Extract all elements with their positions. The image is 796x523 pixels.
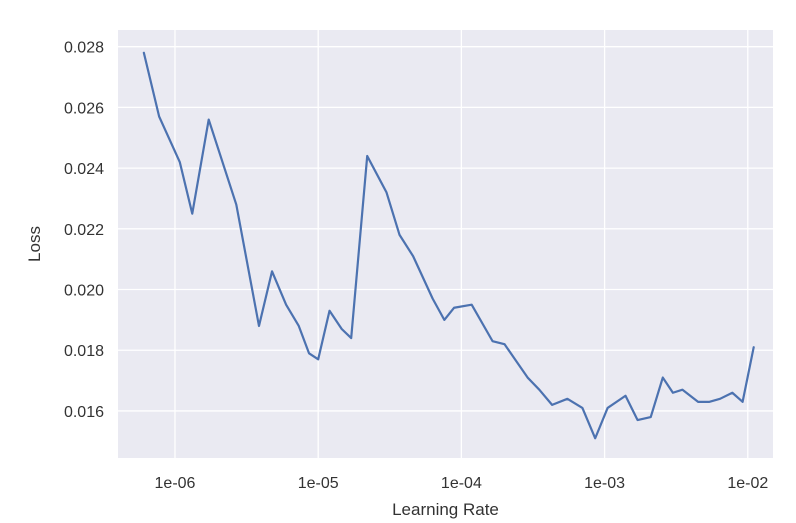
y-axis-ticks: 0.016 0.018 0.020 0.022 0.024 0.026 0.028 [64,40,104,421]
plot-area [118,30,773,458]
x-axis-ticks: 1e-06 1e-05 1e-04 1e-03 1e-02 [155,475,769,492]
x-tick-label: 1e-02 [727,475,768,492]
y-tick-label: 0.026 [64,100,104,117]
y-tick-label: 0.024 [64,161,104,178]
y-tick-label: 0.016 [64,404,104,421]
x-tick-label: 1e-06 [155,475,196,492]
loss-series-line [142,51,755,440]
y-tick-label: 0.018 [64,343,104,360]
x-tick-label: 1e-05 [298,475,339,492]
y-tick-label: 0.022 [64,222,104,239]
grid-lines [118,30,773,458]
y-axis-label: Loss [25,226,44,262]
y-tick-label: 0.028 [64,40,104,57]
x-tick-label: 1e-03 [584,475,625,492]
x-tick-label: 1e-04 [441,475,482,492]
x-axis-label: Learning Rate [392,500,499,519]
y-tick-label: 0.020 [64,283,104,300]
